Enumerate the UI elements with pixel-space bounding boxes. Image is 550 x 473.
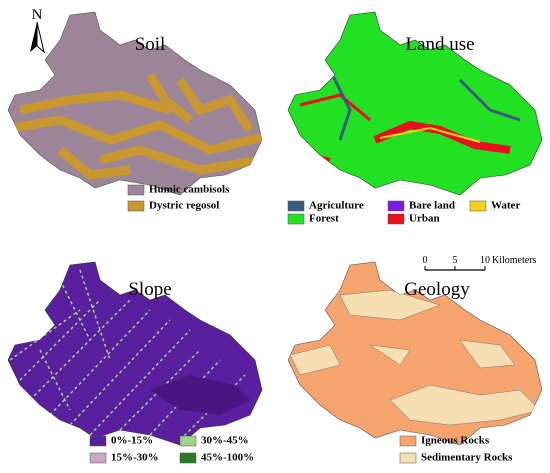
legend-label: 30%-45%	[201, 435, 249, 447]
legend-swatch	[89, 452, 107, 464]
panel-title: Land use	[405, 34, 474, 55]
legend-label: Humic cambisols	[149, 184, 230, 196]
legend-swatch	[179, 435, 197, 447]
scale-label: 5	[453, 255, 458, 266]
legend-label: Urban	[409, 213, 440, 225]
north-arrow: N	[30, 7, 45, 54]
scale-bar: 0 5 10 Kilometers	[423, 255, 537, 271]
legend-swatch	[89, 435, 107, 447]
panel-title: Soil	[135, 34, 166, 55]
panel-title: Geology	[404, 279, 470, 300]
legend-label: 0%-15%	[111, 435, 153, 447]
geology-map	[287, 261, 543, 446]
legend-label: Igneous Rocks	[421, 435, 490, 447]
legend-swatch	[399, 452, 417, 464]
legend-swatch	[127, 184, 145, 196]
legend-swatch	[399, 435, 417, 447]
legend-swatch	[387, 213, 405, 225]
legend-label: Dystric regosol	[149, 200, 219, 212]
slope-map	[7, 261, 263, 446]
legend-swatch	[287, 213, 305, 225]
legend-swatch	[387, 200, 405, 212]
legend-label: Forest	[309, 213, 339, 225]
scale-label: 10	[480, 255, 490, 266]
legend-swatch	[287, 200, 305, 212]
legend-label: Water	[491, 200, 520, 212]
legend-swatch	[127, 200, 145, 212]
scale-label: 0	[423, 255, 428, 266]
scale-unit: Kilometers	[492, 255, 537, 266]
soil-map	[7, 11, 263, 196]
legend-label: Agriculture	[309, 200, 364, 212]
legend-label: Sedimentary Rocks	[421, 452, 513, 464]
legend-label: 15%-30%	[111, 452, 159, 464]
legend-swatch	[469, 200, 487, 212]
panel-title: Slope	[128, 279, 171, 300]
north-label: N	[32, 7, 43, 23]
legend-label: 45%-100%	[201, 452, 254, 464]
legend-label: Bare land	[409, 200, 455, 212]
legend-swatch	[179, 452, 197, 464]
